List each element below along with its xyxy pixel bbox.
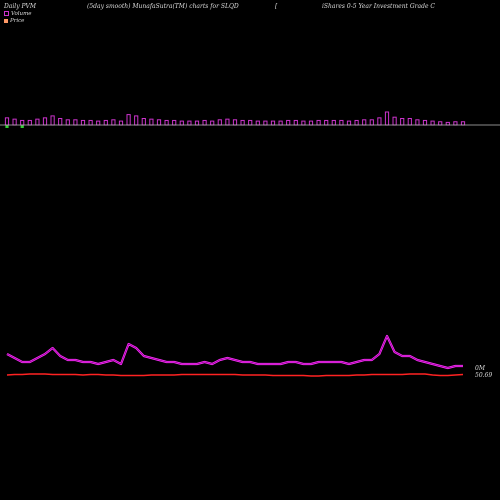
volume-bar bbox=[149, 118, 154, 126]
volume-bar-down-marker bbox=[5, 125, 9, 128]
volume-bar bbox=[172, 119, 177, 126]
volume-bar bbox=[422, 119, 428, 126]
volume-bar bbox=[194, 120, 200, 126]
volume-bar bbox=[187, 120, 192, 126]
volume-bar bbox=[240, 119, 245, 126]
volume-bar bbox=[12, 118, 17, 126]
volume-bar bbox=[301, 120, 306, 126]
price-value-label: 50.69 bbox=[475, 372, 492, 379]
chart-label-daily-pvm: Daily PVM bbox=[4, 3, 37, 10]
volume-bar bbox=[392, 116, 397, 126]
chart-title-bracket: [ bbox=[275, 3, 278, 10]
volume-line-core bbox=[6, 335, 463, 369]
volume-bar bbox=[4, 117, 10, 126]
volume-bar bbox=[96, 120, 101, 126]
volume-bar bbox=[308, 120, 314, 126]
volume-bar bbox=[362, 119, 367, 126]
volume-bar bbox=[35, 118, 40, 126]
volume-bar bbox=[232, 119, 238, 126]
volume-bar bbox=[263, 120, 268, 126]
volume-bar bbox=[179, 120, 184, 126]
legend-price: Price bbox=[4, 18, 24, 24]
volume-bar bbox=[141, 118, 146, 126]
volume-bar bbox=[293, 119, 298, 126]
legend-volume: Volume bbox=[4, 11, 32, 17]
volume-bar bbox=[248, 119, 253, 126]
volume-bar bbox=[88, 119, 93, 126]
volume-bar bbox=[377, 117, 382, 126]
volume-bar bbox=[217, 119, 222, 126]
volume-bar-down-marker bbox=[20, 125, 24, 128]
volume-bar bbox=[225, 118, 230, 126]
volume-bar bbox=[42, 117, 48, 126]
legend-price-label: Price bbox=[10, 18, 25, 24]
volume-bar bbox=[453, 121, 458, 126]
chart-title-security-name: iShares 0-5 Year Investment Grade C bbox=[322, 3, 436, 10]
volume-bar bbox=[331, 119, 336, 126]
volume-bar bbox=[126, 114, 131, 126]
volume-bar bbox=[438, 121, 443, 126]
volume-value-label: 0M bbox=[475, 365, 486, 372]
volume-bar bbox=[103, 119, 108, 126]
volume-bar bbox=[354, 119, 359, 126]
volume-bar bbox=[20, 119, 25, 126]
volume-bar bbox=[400, 118, 405, 126]
volume-bar bbox=[50, 115, 55, 126]
volume-bar bbox=[346, 120, 352, 126]
volume-bar bbox=[156, 119, 162, 126]
volume-bar bbox=[118, 120, 124, 126]
volume-bar bbox=[316, 119, 321, 126]
volume-bar bbox=[460, 121, 466, 126]
volume-bar bbox=[134, 115, 139, 126]
volume-bar bbox=[210, 120, 215, 126]
volume-bar bbox=[384, 111, 390, 126]
volume-bar bbox=[324, 119, 329, 126]
volume-bar bbox=[111, 119, 116, 126]
price-swatch-icon bbox=[4, 18, 8, 23]
volume-swatch-icon bbox=[4, 11, 9, 16]
volume-bar bbox=[73, 119, 78, 126]
volume-bar bbox=[407, 118, 412, 126]
volume-bar bbox=[255, 120, 260, 126]
volume-bar bbox=[65, 119, 70, 126]
chart-title: (5day smooth) MunafaSutra(TM) charts for… bbox=[87, 3, 239, 10]
volume-bar bbox=[278, 120, 283, 126]
volume-bar bbox=[369, 119, 374, 126]
volume-bar bbox=[27, 119, 32, 126]
volume-bar bbox=[58, 118, 63, 126]
volume-bar bbox=[80, 119, 86, 126]
volume-bar bbox=[415, 119, 420, 126]
volume-bar bbox=[430, 120, 435, 126]
volume-bar bbox=[202, 119, 207, 126]
volume-bar bbox=[270, 120, 276, 126]
volume-bar bbox=[164, 119, 169, 126]
legend-volume-label: Volume bbox=[11, 11, 32, 17]
volume-bar bbox=[339, 119, 344, 126]
volume-bar bbox=[286, 119, 291, 126]
price-line bbox=[6, 373, 464, 377]
